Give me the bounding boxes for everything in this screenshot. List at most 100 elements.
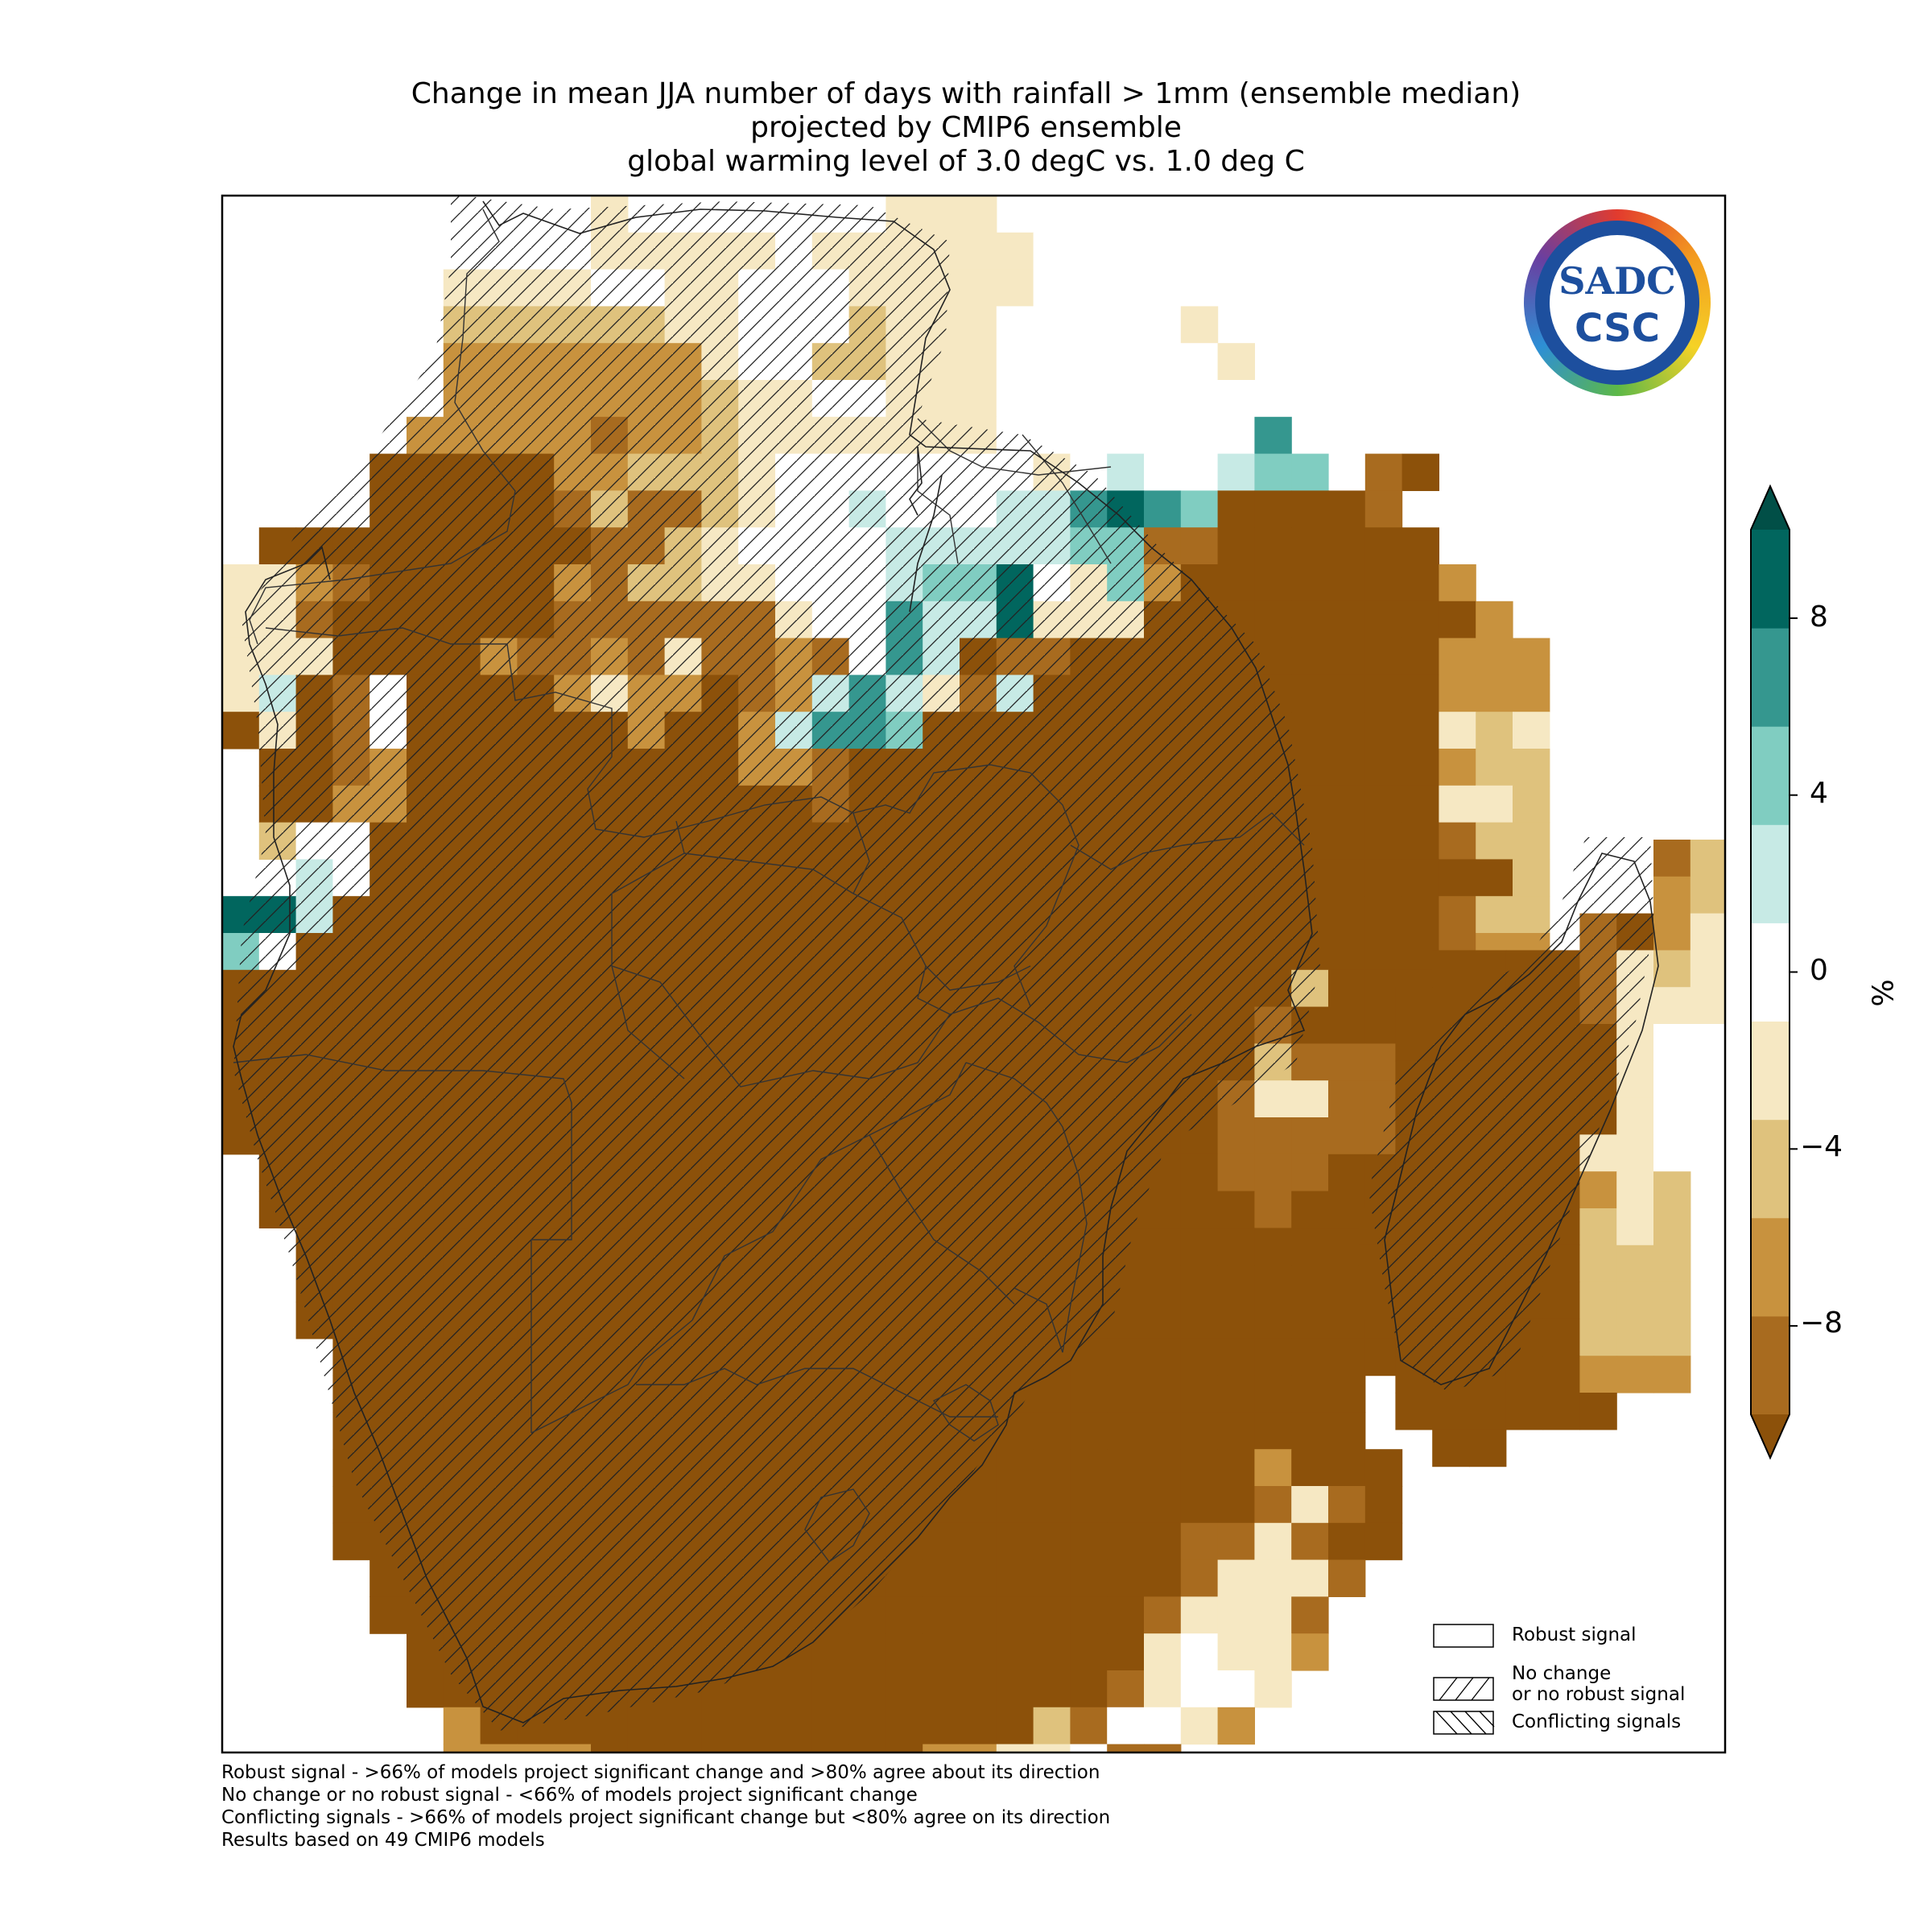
grid-cell bbox=[775, 1670, 813, 1708]
grid-cell bbox=[1616, 1134, 1654, 1172]
grid-cell bbox=[1579, 1356, 1617, 1393]
grid-cell bbox=[1542, 1393, 1580, 1430]
grid-cell bbox=[960, 343, 997, 381]
grid-cell bbox=[627, 1744, 666, 1752]
grid-cell bbox=[1254, 1265, 1292, 1302]
grid-cell bbox=[1402, 749, 1439, 786]
grid-cell bbox=[1513, 896, 1550, 934]
grid-cell bbox=[1328, 933, 1366, 971]
grid-cell bbox=[1180, 527, 1219, 565]
grid-cell bbox=[1579, 1208, 1617, 1246]
grid-cell bbox=[1402, 601, 1439, 639]
grid-cell bbox=[1291, 1302, 1329, 1340]
grid-cell bbox=[1469, 1429, 1507, 1468]
logo-core: SADC CSC bbox=[1550, 235, 1685, 370]
grid-cell bbox=[960, 1744, 997, 1752]
grid-cell bbox=[1291, 1154, 1329, 1192]
grid-cell bbox=[1217, 1338, 1255, 1377]
grid-cell bbox=[1579, 1282, 1617, 1319]
grid-cell bbox=[1364, 785, 1403, 824]
grid-cell bbox=[1107, 1412, 1145, 1450]
grid-cell bbox=[1180, 1670, 1219, 1708]
grid-cell bbox=[1402, 675, 1439, 712]
grid-cell bbox=[1217, 1117, 1255, 1155]
legend-conflicting-label: Conflicting signals bbox=[1512, 1711, 1682, 1732]
grid-cell bbox=[1291, 1080, 1329, 1118]
grid-cell bbox=[848, 1707, 886, 1745]
grid-cell bbox=[1070, 1707, 1108, 1745]
grid-cell bbox=[886, 1744, 923, 1752]
grid-cell bbox=[332, 1522, 370, 1561]
grid-cell bbox=[1402, 564, 1439, 602]
grid-cell bbox=[1439, 896, 1476, 934]
grid-cell bbox=[1402, 527, 1439, 565]
grid-cell bbox=[1144, 1596, 1182, 1634]
grid-cell bbox=[1328, 1338, 1366, 1377]
grid-cell bbox=[1217, 1486, 1255, 1524]
grid-cell bbox=[923, 1744, 960, 1752]
colorbar-segment bbox=[1751, 824, 1790, 923]
grid-cell bbox=[1291, 675, 1329, 712]
grid-cell bbox=[1513, 822, 1550, 860]
grid-cell bbox=[960, 232, 997, 270]
grid-cell bbox=[1364, 601, 1403, 639]
grid-cell bbox=[1144, 1191, 1182, 1228]
grid-cell bbox=[996, 306, 1034, 344]
grid-cell bbox=[1364, 675, 1403, 712]
grid-cell bbox=[1616, 1097, 1654, 1135]
grid-cell bbox=[996, 1449, 1034, 1487]
title-line-2: projected by CMIP6 ensemble bbox=[750, 111, 1182, 144]
grid-cell bbox=[1217, 1596, 1255, 1634]
grid-cell bbox=[923, 1707, 960, 1745]
grid-cell bbox=[960, 1670, 997, 1708]
grid-cell bbox=[1254, 1375, 1292, 1413]
grid-cell bbox=[1579, 1393, 1617, 1430]
grid-cell bbox=[1439, 859, 1476, 897]
grid-cell bbox=[1107, 1375, 1145, 1413]
colorbar-segment bbox=[1751, 530, 1790, 629]
grid-cell bbox=[886, 1670, 923, 1708]
grid-cell bbox=[1476, 601, 1513, 639]
grid-cell bbox=[960, 1559, 997, 1597]
grid-cell bbox=[1395, 1393, 1433, 1430]
grid-cell bbox=[1328, 785, 1366, 824]
grid-cell bbox=[1439, 601, 1476, 639]
grid-cell bbox=[1364, 638, 1403, 675]
grid-cell bbox=[480, 1744, 518, 1752]
grid-cell bbox=[923, 1559, 960, 1597]
grid-cell bbox=[554, 1744, 592, 1752]
footnote-robust: Robust signal - >66% of models project s… bbox=[221, 1762, 1100, 1783]
grid-cell bbox=[1254, 1338, 1292, 1377]
grid-cell bbox=[443, 1744, 481, 1752]
grid-cell bbox=[1180, 1302, 1219, 1340]
grid-cell bbox=[811, 1744, 850, 1752]
grid-cell bbox=[923, 1596, 960, 1634]
grid-cell bbox=[1217, 527, 1255, 565]
grid-cell bbox=[960, 196, 997, 233]
grid-cell bbox=[1653, 1282, 1691, 1319]
grid-cell bbox=[1033, 1670, 1071, 1708]
grid-cell bbox=[1070, 1670, 1108, 1708]
grid-cell bbox=[1144, 1449, 1182, 1487]
grid-cell bbox=[1513, 712, 1550, 749]
grid-cell bbox=[1402, 896, 1439, 934]
grid-cell bbox=[664, 1707, 702, 1745]
grid-cell bbox=[1476, 896, 1513, 934]
grid-cell bbox=[1291, 1486, 1329, 1524]
grid-cell bbox=[1513, 675, 1550, 712]
grid-cell bbox=[1291, 1117, 1329, 1155]
grid-cell bbox=[1328, 859, 1366, 897]
grid-cell bbox=[1070, 380, 1108, 418]
grid-cell bbox=[1033, 1559, 1071, 1597]
grid-cell bbox=[1653, 840, 1691, 877]
grid-cell bbox=[1180, 306, 1219, 344]
grid-cell bbox=[1328, 969, 1366, 1008]
grid-cell bbox=[923, 1670, 960, 1708]
grid-cell bbox=[1144, 1228, 1182, 1265]
grid-cell bbox=[1180, 1338, 1219, 1377]
grid-cell bbox=[627, 1707, 666, 1745]
grid-cell bbox=[1254, 416, 1292, 455]
grid-cell bbox=[1107, 1486, 1145, 1524]
grid-cell bbox=[1616, 1208, 1654, 1246]
grid-cell bbox=[996, 1707, 1034, 1745]
